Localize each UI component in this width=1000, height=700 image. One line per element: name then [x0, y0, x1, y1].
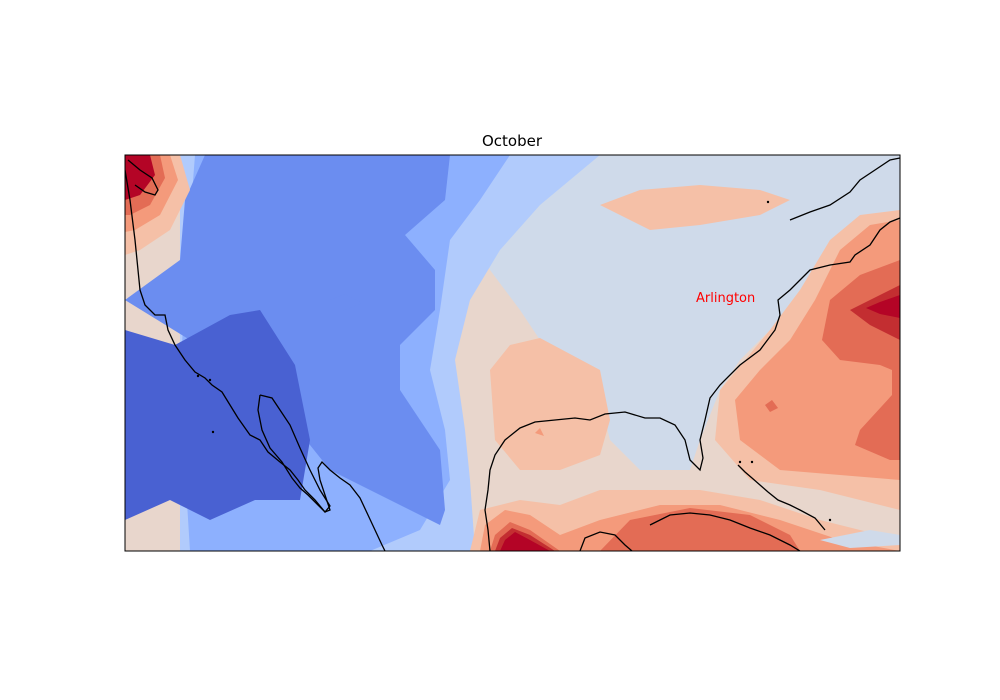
contour-band-warm-4-cuba	[600, 508, 800, 551]
islet	[208, 378, 212, 382]
coastlines	[125, 157, 900, 551]
islet	[766, 200, 770, 204]
coastline-pacific	[125, 169, 386, 551]
islet	[828, 518, 832, 522]
contour-band-cool-1	[470, 155, 900, 470]
contour-band-warm-spot-2	[765, 400, 778, 412]
contour-band-cool-5	[125, 310, 310, 520]
contour-band-warm-5-atlantic	[850, 285, 900, 340]
islet	[196, 374, 200, 378]
coastline-bahamas	[737, 464, 826, 531]
contour-band-cool-spot-caribbean	[820, 530, 900, 548]
coastline-islets	[196, 200, 832, 522]
contour-band-warm-6-nw-corner	[125, 155, 155, 200]
coastline-yucatan	[579, 531, 633, 551]
islet	[211, 430, 215, 434]
contour-band-warm-spot	[535, 428, 544, 436]
contour-band-warm-2-gulf	[490, 338, 610, 470]
islet	[738, 460, 742, 464]
contour-band-warm-2-nw	[600, 185, 790, 230]
contour-band-warm-6-atlantic	[866, 295, 900, 318]
map-area	[125, 155, 900, 551]
contour-band-cool-spot-atlantic	[663, 396, 677, 412]
contour-band-cool-small	[330, 294, 362, 311]
map-title: October	[482, 132, 543, 150]
coastline-gulf-mexico	[484, 217, 900, 551]
coastline-nw-islands	[127, 159, 159, 196]
map-frame	[124, 154, 901, 552]
coastline-baja	[257, 394, 331, 513]
coastline-canada-ne	[789, 157, 900, 221]
coastline-cuba	[649, 512, 801, 551]
contour-band-warm-6-south	[500, 532, 550, 551]
islet	[750, 460, 754, 464]
city-label-arlington: Arlington	[696, 291, 755, 306]
contour-band-cool-4	[125, 155, 450, 525]
